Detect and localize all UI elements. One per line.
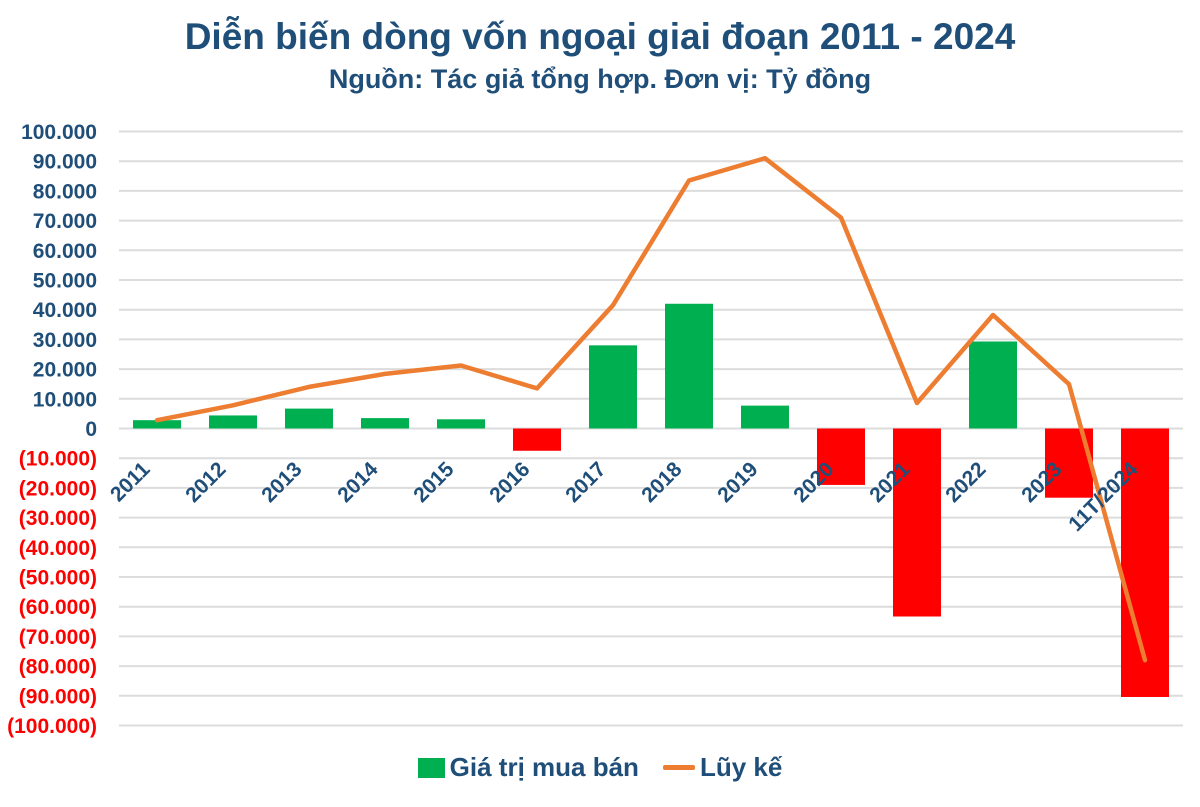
bar-2020 [817,428,865,485]
y-axis-tick-label: 50.000 [33,270,97,293]
bar-2021 [893,428,941,617]
y-axis-tick-label: (50.000) [19,567,97,590]
y-axis-tick-label: 80.000 [33,180,97,203]
bar-2019 [741,405,789,429]
y-axis-tick-label: 0 [85,418,97,441]
bar-2016 [513,428,561,451]
chart-title: Diễn biến dòng vốn ngoại giai đoạn 2011 … [184,16,1016,57]
line-series [154,155,1148,663]
y-axis-tick-label: 20.000 [33,359,97,382]
x-axis-label-2016: 2016 [485,458,534,507]
y-axis-tick-label: 70.000 [33,210,97,233]
bar-2018 [665,303,713,429]
chart-header: Diễn biến dòng vốn ngoại giai đoạn 2011 … [0,14,1200,97]
x-axis-label-2017: 2017 [561,458,610,507]
legend-item-bar-series: Giá trị mua bán [417,752,639,783]
y-axis-tick-label: 60.000 [33,240,97,263]
y-axis-tick-label: 10.000 [33,388,97,411]
chart-subtitle: Nguồn: Tác giả tổng hợp. Đơn vị: Tỷ đồng [328,64,872,95]
x-axis-label-2022: 2022 [941,458,990,507]
x-axis-labels: 2011 2012 2013 2014 2015 2016 2017 2018 2019 2020… [106,458,1143,536]
y-axis-tick-label: (30.000) [19,507,97,530]
legend-item-line-series: Lũy kế [662,752,783,783]
bar-2014 [361,418,409,429]
bar-series-swatch-icon [417,757,445,778]
x-axis-label-2018: 2018 [637,458,687,508]
bar-series [133,303,1169,697]
x-axis-label-2011: 2011 [106,458,155,507]
bar-series-label: Giá trị mua bán [449,752,639,782]
y-axis-tick-label: (20.000) [19,477,97,500]
y-axis-tick-label: 90.000 [33,151,97,174]
line-series-label: Lũy kế [699,752,783,782]
chart-legend: Giá trị mua bán Lũy kế [0,752,1200,783]
x-axis-label-2015: 2015 [409,458,459,508]
y-axis-tick-label: (90.000) [19,685,97,708]
y-axis-tick-label: (10.000) [19,448,97,471]
y-axis-tick-label: 40.000 [33,299,97,322]
x-axis-label-2013: 2013 [257,458,306,507]
bar-2013 [285,408,333,429]
y-axis-tick-label: 100.000 [21,121,97,144]
x-axis-label-2019: 2019 [713,458,762,507]
x-axis-label-2012: 2012 [181,458,230,507]
y-axis-tick-label: (40.000) [19,537,97,560]
bar-2017 [589,345,637,429]
x-axis-label-2014: 2014 [333,458,383,508]
gridlines [119,130,1183,727]
bar-2022 [969,341,1017,429]
bar-2012 [209,415,257,429]
y-axis-tick-label: (100.000) [7,715,97,738]
y-axis-tick-label: 30.000 [33,329,97,352]
bar-2011 [133,420,181,429]
y-axis-tick-label: (70.000) [19,626,97,649]
y-axis-tick-label: (60.000) [19,596,97,619]
line-series-dash-icon [662,765,695,770]
y-axis-tick-label: (80.000) [19,656,97,679]
y-axis-labels: (100.000) (90.000) (80.000) (70.000) (60.000… [7,121,97,738]
bar-2015 [437,419,485,429]
